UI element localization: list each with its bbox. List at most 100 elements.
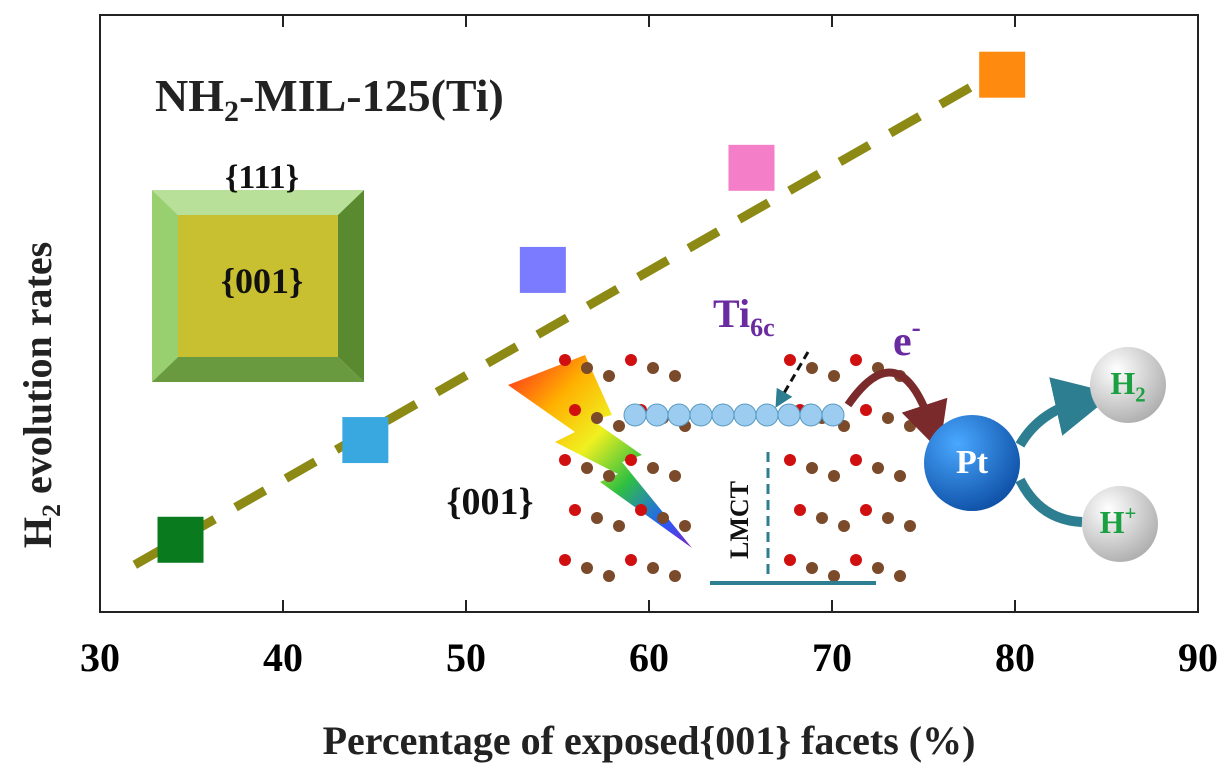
text-part: LMCT <box>725 481 754 559</box>
atom <box>894 570 906 582</box>
text-part: 2 <box>1135 383 1145 406</box>
atom <box>613 420 625 432</box>
atom <box>882 412 894 424</box>
atom <box>679 520 691 532</box>
chart-title: NH2-MIL-125(Ti) <box>155 70 504 128</box>
ti-atom <box>734 404 756 426</box>
text-part: Ti <box>713 291 750 336</box>
text-part: - <box>912 313 921 343</box>
atom <box>828 370 840 382</box>
text-part: e <box>893 319 912 365</box>
atom <box>559 454 571 466</box>
text-part: {001} <box>447 481 534 523</box>
atom <box>794 504 806 516</box>
atom <box>603 370 615 382</box>
atom <box>635 504 647 516</box>
atom <box>613 520 625 532</box>
text-part: {111} <box>225 159 299 196</box>
annotation: {001} <box>447 481 534 523</box>
h2-arrow <box>1020 400 1085 445</box>
annotation: Pt <box>956 444 989 481</box>
text-part: NH <box>155 70 224 121</box>
ti-atom <box>800 404 822 426</box>
atom <box>559 554 571 566</box>
chart: 30405060708090NH2-MIL-125(Ti)Percentage … <box>0 0 1230 779</box>
atom <box>591 412 603 424</box>
atom <box>559 354 571 366</box>
text-part: Pt <box>956 444 989 481</box>
atom <box>828 570 840 582</box>
atom <box>569 504 581 516</box>
atom <box>904 420 916 432</box>
atom <box>784 454 796 466</box>
atom <box>806 462 818 474</box>
atom <box>816 512 828 524</box>
atom <box>625 354 637 366</box>
atom <box>784 354 796 366</box>
atom <box>904 520 916 532</box>
atom <box>647 462 659 474</box>
atom <box>872 462 884 474</box>
atom <box>882 512 894 524</box>
annotation: {001} <box>221 261 303 301</box>
text-part: H <box>1100 504 1125 540</box>
atom <box>894 470 906 482</box>
atom <box>657 512 669 524</box>
x-tick-label: 90 <box>1178 635 1218 680</box>
hplus-arrow <box>1020 480 1082 522</box>
atom <box>850 354 862 366</box>
atom <box>603 470 615 482</box>
atom <box>838 520 850 532</box>
ti-atom <box>668 404 690 426</box>
ti-atom <box>756 404 778 426</box>
x-tick-label: 70 <box>812 635 852 680</box>
text-part: + <box>1125 502 1137 525</box>
atom <box>860 504 872 516</box>
atom <box>850 554 862 566</box>
x-tick-label: 30 <box>80 635 120 680</box>
atom <box>784 554 796 566</box>
atom <box>603 570 615 582</box>
text-part: H <box>15 517 60 548</box>
data-point <box>728 145 774 191</box>
atom <box>806 362 818 374</box>
ti-atom <box>712 404 734 426</box>
data-point <box>342 417 388 463</box>
ti-atom <box>822 404 844 426</box>
atom <box>625 454 637 466</box>
atom <box>581 562 593 574</box>
atom <box>581 462 593 474</box>
ti-atom <box>690 404 712 426</box>
ti-atom <box>624 404 646 426</box>
x-tick-label: 80 <box>995 635 1035 680</box>
atom <box>669 370 681 382</box>
atom <box>581 362 593 374</box>
annotation: e- <box>893 313 921 365</box>
atom <box>850 454 862 466</box>
data-point <box>158 517 204 563</box>
x-axis-label: Percentage of exposed{001} facets (%) <box>323 718 976 763</box>
text-part: 2 <box>37 504 66 517</box>
atom <box>647 362 659 374</box>
data-point <box>520 247 566 293</box>
atom <box>625 554 637 566</box>
x-tick-label: 60 <box>629 635 669 680</box>
ti-atom <box>646 404 668 426</box>
data-point <box>979 52 1025 98</box>
annotation: Ti6c <box>713 291 775 342</box>
atom <box>872 562 884 574</box>
atom <box>591 512 603 524</box>
x-tick-label: 40 <box>263 635 303 680</box>
annotation: {111} <box>225 159 299 196</box>
atom <box>669 470 681 482</box>
text-part: 6c <box>750 313 775 342</box>
text-part: H <box>1110 365 1135 401</box>
text-part: -MIL-125(Ti) <box>239 70 504 121</box>
atom <box>669 570 681 582</box>
atom <box>569 404 581 416</box>
atom <box>828 470 840 482</box>
annotation: LMCT <box>725 481 754 559</box>
text-part: 2 <box>224 95 239 128</box>
ti-atom <box>778 404 800 426</box>
text-part: evolution rates <box>15 242 60 504</box>
